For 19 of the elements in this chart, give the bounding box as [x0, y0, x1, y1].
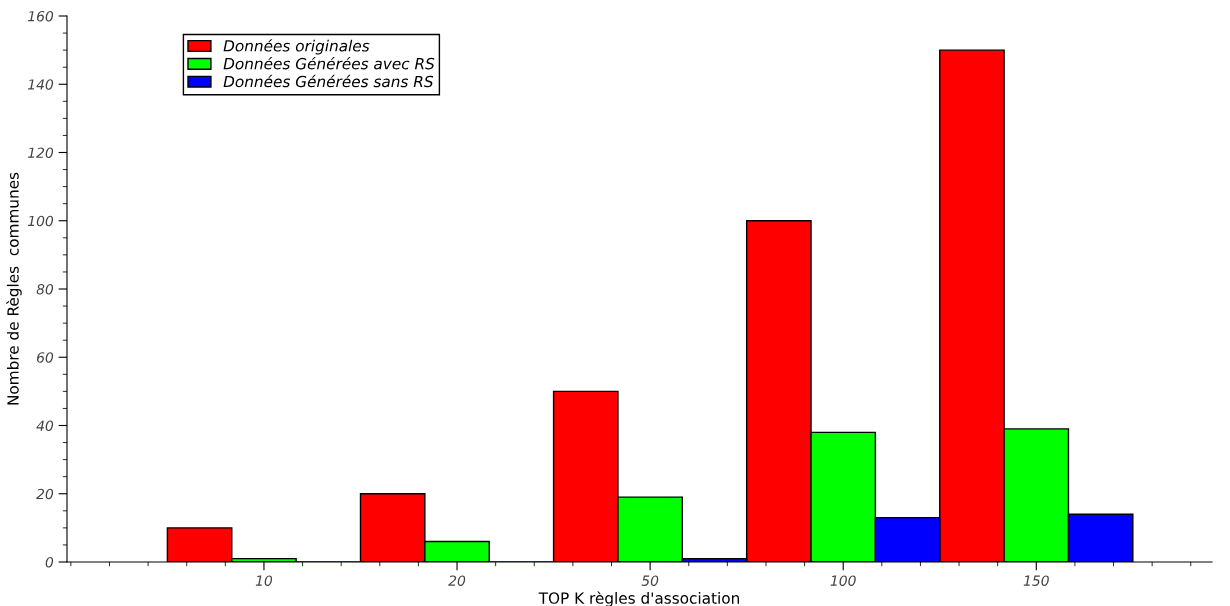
x-tick-label: 150	[1023, 575, 1049, 586]
legend-label: Données originales	[223, 39, 370, 55]
x-tick-label: 100	[830, 575, 856, 586]
x-tick-label: 50	[641, 575, 659, 586]
y-tick-label: 20	[36, 488, 54, 500]
x-axis-title: TOP K règles d'association	[538, 591, 739, 606]
y-tick-label: 40	[36, 420, 54, 431]
legend-label: Données Générées sans RS	[223, 74, 434, 88]
y-tick-label: 0	[45, 556, 54, 568]
x-tick-label: 10	[255, 575, 273, 586]
y-tick-label: 60	[37, 352, 54, 363]
y-tick-label: 160	[27, 10, 54, 22]
y-tick-label: 100	[27, 215, 54, 227]
y-tick-label: 120	[27, 147, 54, 158]
x-tick-label: 20	[448, 575, 466, 586]
y-tick-label: 140	[27, 79, 54, 90]
y-axis-title: Nombre de Règles communes	[6, 172, 22, 405]
y-tick-label: 80	[36, 283, 54, 295]
legend-label: Données Générées avec RS	[223, 56, 435, 70]
